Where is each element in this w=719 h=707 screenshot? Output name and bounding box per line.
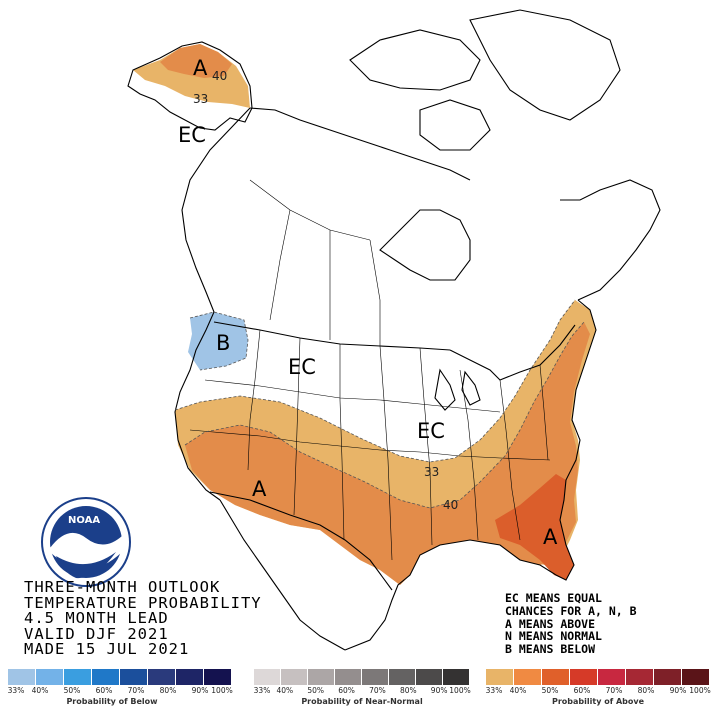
above-scale-tick-label: 80% <box>637 686 655 695</box>
above-scale-tick-label: 90% <box>669 686 687 695</box>
legend-notes: EC MEANS EQUAL CHANCES FOR A, N, B A MEA… <box>505 592 637 656</box>
legend-note-line: A MEANS ABOVE <box>505 616 596 631</box>
normal-color-scale <box>254 669 470 685</box>
normal-scale-tick-label: 33% <box>253 686 271 695</box>
contour-label-alaska-33: 33 <box>193 92 209 106</box>
normal-scale-tick-label: 90% <box>430 686 448 695</box>
noaa-logo-text: NOAA <box>68 515 101 526</box>
below-scale-ticks: 33% 40% 50% 60% 70% 80% 90% 100% <box>7 686 233 696</box>
title-line: TEMPERATURE PROBABILITY <box>24 593 262 612</box>
above-scale-swatch <box>514 669 542 685</box>
normal-scale-tick-label: 80% <box>399 686 417 695</box>
outlook-title-block: THREE-MONTH OUTLOOK TEMPERATURE PROBABIL… <box>24 578 262 658</box>
state-lines <box>189 179 551 561</box>
title-line: MADE 15 JUL 2021 <box>24 640 190 658</box>
above-scale-tick-label: 50% <box>541 686 559 695</box>
above-scale-swatch <box>570 669 598 685</box>
below-scale-swatch <box>148 669 176 685</box>
above-scale-tick-label: 60% <box>573 686 591 695</box>
label-alaska-ec: EC <box>178 123 206 147</box>
above-scale-ticks: 33% 40% 50% 60% 70% 80% 90% 100% <box>485 686 711 696</box>
above-scale-swatch <box>654 669 682 685</box>
label-southwest-above: A <box>252 477 267 501</box>
legend-note-line: CHANCES FOR A, N, B <box>505 603 637 618</box>
normal-scale-swatch <box>281 669 308 685</box>
normal-scale-swatch <box>335 669 362 685</box>
above-scale-swatch <box>542 669 570 685</box>
contours <box>174 299 585 509</box>
boundaries <box>127 9 661 651</box>
label-alaska-above: A <box>193 56 208 80</box>
normal-scale-tick-label: 40% <box>276 686 294 695</box>
normal-scale-title: Probability of Near-Normal <box>301 697 423 706</box>
normal-scale-swatch <box>308 669 335 685</box>
label-great-lakes-ec: EC <box>417 419 445 443</box>
normal-scale-swatch <box>416 669 443 685</box>
below-scale-tick-label: 40% <box>31 686 49 695</box>
normal-scale-swatch <box>254 669 281 685</box>
south-above-40-region <box>185 322 590 585</box>
above-scale-swatch <box>682 669 710 685</box>
below-color-scale <box>8 669 232 685</box>
label-north-central-ec: EC <box>288 355 316 379</box>
legend-note-line: B MEANS BELOW <box>505 642 596 657</box>
below-scale-swatch <box>36 669 64 685</box>
label-florida-above: A <box>543 525 558 549</box>
below-scale-swatch <box>92 669 120 685</box>
title-line: 4.5 MONTH LEAD <box>24 609 169 627</box>
below-scale-tick-label: 90% <box>191 686 209 695</box>
below-scale-tick-label: 100% <box>211 686 233 695</box>
noaa-logo <box>41 497 131 587</box>
above-scale-tick-label: 33% <box>485 686 503 695</box>
below-scale-swatch <box>120 669 148 685</box>
below-scale-swatch <box>8 669 36 685</box>
normal-scale-tick-label: 60% <box>338 686 355 695</box>
below-scale-tick-label: 33% <box>7 686 25 695</box>
above-scale-tick-label: 70% <box>605 686 623 695</box>
above-scale-tick-label: 40% <box>509 686 527 695</box>
normal-scale-tick-label: 100% <box>449 686 471 695</box>
title-line: VALID DJF 2021 <box>24 624 169 643</box>
normal-scale-swatch <box>389 669 416 685</box>
northwest-below-33-region <box>188 312 248 370</box>
below-scale-tick-label: 70% <box>127 686 145 695</box>
below-scale-title: Probability of Below <box>66 697 158 706</box>
normal-scale-tick-label: 50% <box>307 686 325 695</box>
above-scale-title: Probability of Above <box>551 697 645 706</box>
above-scale-tick-label: 100% <box>689 686 711 695</box>
contour-label-southeast-33: 33 <box>424 465 440 479</box>
normal-scale-ticks: 33% 40% 50% 60% 70% 80% 90% 100% <box>253 686 471 696</box>
alaska-above-40-region <box>160 44 232 78</box>
normal-scale-swatch <box>443 669 470 685</box>
above-scale-swatch <box>626 669 654 685</box>
normal-scale-swatch <box>362 669 389 685</box>
below-scale-swatch <box>176 669 204 685</box>
above-scale-swatch <box>486 669 514 685</box>
label-northwest-below: B <box>216 331 231 355</box>
below-scale-swatch <box>64 669 92 685</box>
below-scale-tick-label: 80% <box>159 686 177 695</box>
below-scale-tick-label: 50% <box>63 686 81 695</box>
normal-scale-tick-label: 70% <box>369 686 386 695</box>
below-scale-tick-label: 60% <box>95 686 113 695</box>
legend-note-line: N MEANS NORMAL <box>505 629 602 644</box>
below-scale-swatch <box>204 669 232 685</box>
title-line: THREE-MONTH OUTLOOK <box>24 578 221 596</box>
florida-above-50-region <box>495 474 574 580</box>
above-scale-swatch <box>598 669 626 685</box>
above-color-scale <box>486 669 710 685</box>
legend-note-line: EC MEANS EQUAL <box>505 591 602 605</box>
contour-label-southeast-40: 40 <box>443 498 459 512</box>
contour-label-alaska-40: 40 <box>212 69 228 83</box>
